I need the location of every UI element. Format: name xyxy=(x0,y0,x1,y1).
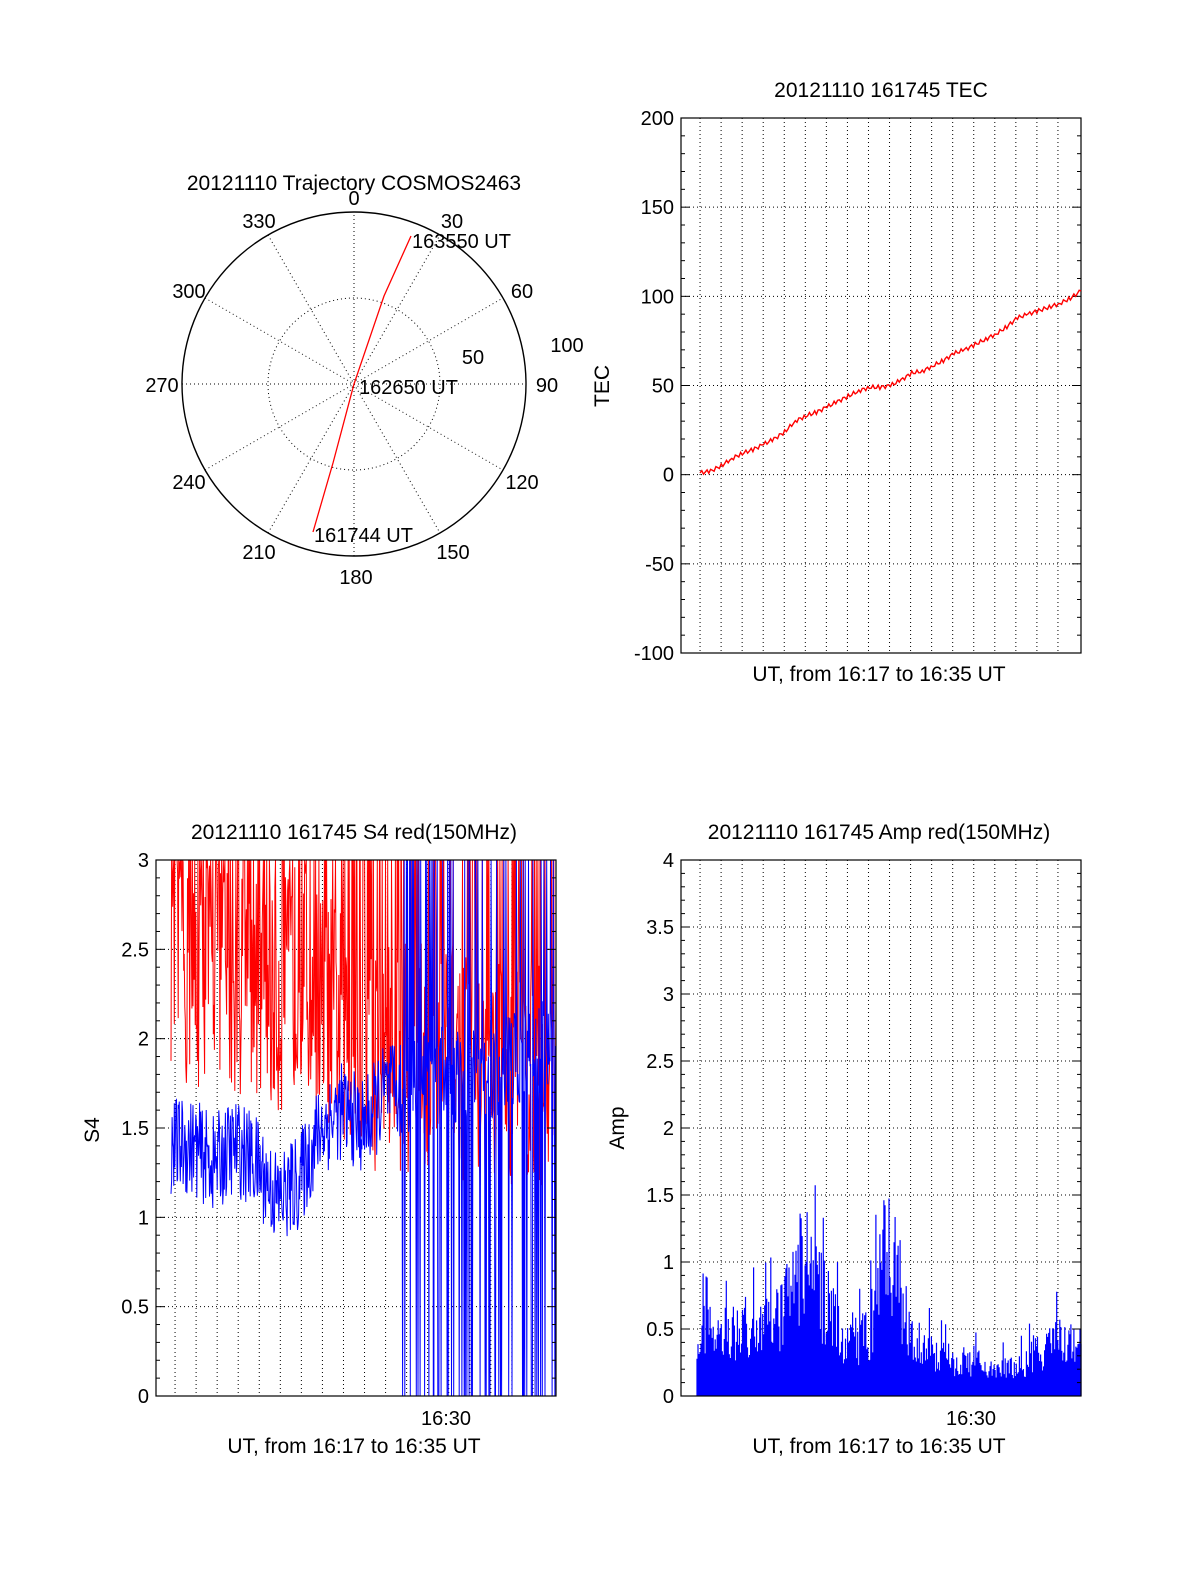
trajectory-panel: 20121110 Trajectory COSMOS2463 0 30 60 90 12… xyxy=(145,172,583,589)
s4-blue-series xyxy=(170,859,557,1397)
polar-inner-ring xyxy=(267,297,441,471)
s4-xlabel: UT, from 16:17 to 16:35 UT xyxy=(227,1435,480,1458)
tec-series-line xyxy=(699,289,1082,476)
amp-bars-path xyxy=(696,1185,1082,1396)
y-tick-label: 1.5 xyxy=(121,1118,149,1140)
trajectory-end-label: 163550 UT xyxy=(412,231,511,253)
y-tick-label: -50 xyxy=(645,554,674,576)
trajectory-title: 20121110 Trajectory COSMOS2463 xyxy=(187,172,521,195)
amp-y-ticks: 4 3.5 3 2.5 2 1.5 1 0.5 0 xyxy=(646,850,1081,1408)
s4-xtick-1630: 16:30 xyxy=(421,1408,471,1430)
trajectory-mid-label: 162650 UT xyxy=(359,377,458,399)
y-tick-label: -100 xyxy=(634,643,674,665)
tec-title: 20121110 161745 TEC xyxy=(774,79,988,102)
y-tick-label: 200 xyxy=(641,108,674,130)
y-tick-label: 1.5 xyxy=(646,1185,674,1207)
amp-panel: 20121110 161745 Amp red(150MHz) 4 3.5 3 2.5… xyxy=(606,821,1082,1458)
azimuth-label: 150 xyxy=(436,542,469,564)
y-tick-label: 1 xyxy=(138,1207,149,1229)
tec-xlabel: UT, from 16:17 to 16:35 UT xyxy=(752,663,1005,686)
y-tick-label: 2.5 xyxy=(121,939,149,961)
y-tick-label: 1 xyxy=(663,1252,674,1274)
azimuth-label: 240 xyxy=(172,472,205,494)
s4-ylabel: S4 xyxy=(81,1117,104,1143)
y-tick-label: 0.5 xyxy=(121,1297,149,1319)
tec-ylabel: TEC xyxy=(591,365,614,407)
radius-label-100: 100 xyxy=(550,335,583,357)
amp-xtick-1630: 16:30 xyxy=(946,1408,996,1430)
y-tick-label: 3 xyxy=(663,984,674,1006)
tec-y-ticks: 200 150 100 50 0 -50 -100 xyxy=(634,108,1081,665)
azimuth-label: 210 xyxy=(242,542,275,564)
amp-title: 20121110 161745 Amp red(150MHz) xyxy=(708,821,1050,844)
y-tick-label: 3.5 xyxy=(646,917,674,939)
tec-panel: 20121110 161745 TEC 200150100500-50-100 … xyxy=(591,79,1082,686)
y-tick-label: 0.5 xyxy=(646,1319,674,1341)
azimuth-labels: 0 30 60 90 120 150 180 210 240 270 300 330 xyxy=(145,188,558,589)
tec-grid xyxy=(681,118,1081,653)
y-tick-label: 3 xyxy=(138,850,149,872)
y-tick-label: 2 xyxy=(138,1029,149,1051)
y-tick-label: 50 xyxy=(652,376,674,398)
azimuth-label: 60 xyxy=(511,281,533,303)
y-tick-label: 0 xyxy=(663,1386,674,1408)
azimuth-label: 300 xyxy=(172,281,205,303)
azimuth-label: 330 xyxy=(242,211,275,233)
y-tick-label: 0 xyxy=(663,465,674,487)
s4-panel: 20121110 161745 S4 red(150MHz) 3 2.5 2 1.5 1… xyxy=(81,821,557,1458)
y-tick-label: 4 xyxy=(663,850,674,872)
y-tick-label: 150 xyxy=(641,197,674,219)
azimuth-label: 30 xyxy=(441,211,463,233)
y-tick-label: 2.5 xyxy=(646,1051,674,1073)
y-tick-label: 100 xyxy=(641,286,674,308)
azimuth-label: 270 xyxy=(145,375,178,397)
trajectory-line xyxy=(312,235,412,533)
y-tick-label: 0 xyxy=(138,1386,149,1408)
s4-blue-line xyxy=(170,859,557,1397)
trajectory-start-label: 161744 UT xyxy=(314,525,413,547)
azimuth-label: 0 xyxy=(348,188,359,210)
azimuth-label: 90 xyxy=(536,375,558,397)
azimuth-label: 120 xyxy=(505,472,538,494)
radius-label-50: 50 xyxy=(462,347,484,369)
amp-grid xyxy=(681,860,1081,1396)
s4-title: 20121110 161745 S4 red(150MHz) xyxy=(191,821,517,844)
amp-ylabel: Amp xyxy=(606,1106,629,1149)
amp-blue-series xyxy=(696,1185,1082,1396)
y-tick-label: 2 xyxy=(663,1118,674,1140)
azimuth-label: 180 xyxy=(339,567,372,589)
s4-y-ticks: 3 2.5 2 1.5 1 0.5 0 xyxy=(121,850,556,1408)
amp-xlabel: UT, from 16:17 to 16:35 UT xyxy=(752,1435,1005,1458)
